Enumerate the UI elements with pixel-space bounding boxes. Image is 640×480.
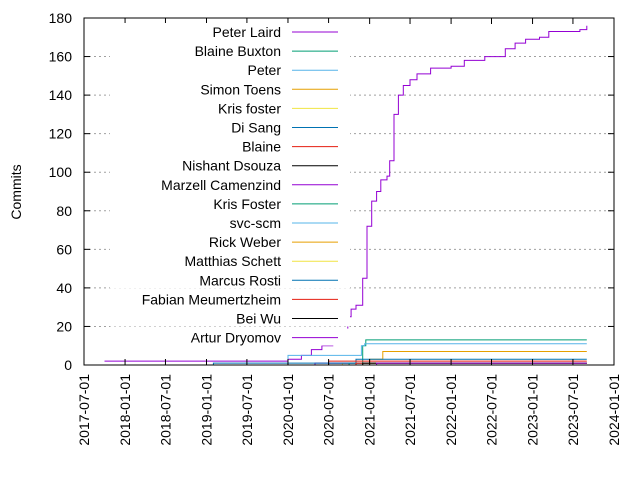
legend-label: Peter — [248, 62, 282, 78]
series-line — [281, 343, 587, 366]
legend-background — [110, 214, 350, 231]
legend-background — [110, 252, 350, 270]
legend-label: Di Sang — [231, 120, 281, 136]
x-tick-label: 2024-01-01 — [606, 374, 622, 446]
legend-label: Kris Foster — [213, 196, 281, 212]
legend-label: Blaine Buxton — [195, 43, 281, 59]
x-tick-label: 2021-07-01 — [402, 374, 418, 446]
x-tick-label: 2023-07-01 — [565, 374, 581, 446]
legend-label: Simon Toens — [200, 81, 281, 97]
legend-label: svc-scm — [230, 215, 281, 231]
x-tick-label: 2018-01-01 — [117, 374, 133, 446]
y-tick-label: 60 — [56, 241, 72, 257]
x-tick-label: 2019-01-01 — [199, 374, 215, 446]
legend-background — [110, 118, 350, 136]
x-tick-label: 2020-01-01 — [280, 374, 296, 446]
legend-label: Marcus Rosti — [199, 272, 281, 288]
legend-label: Peter Laird — [213, 24, 281, 40]
y-axis-label: Commits — [8, 164, 24, 219]
legend-background — [110, 233, 350, 251]
plot-frame — [83, 17, 615, 366]
legend-background — [110, 290, 350, 308]
series-line — [349, 358, 587, 366]
legend-background — [110, 137, 350, 155]
y-tick-label: 100 — [49, 164, 73, 180]
legend-label: Bei Wu — [236, 311, 281, 327]
legend-label: Fabian Meumertzheim — [142, 291, 281, 307]
y-tick-label: 180 — [49, 10, 73, 26]
y-tick-label: 80 — [56, 203, 72, 219]
y-tick-label: 120 — [49, 126, 73, 142]
legend-background — [110, 61, 350, 79]
legend-background — [110, 194, 350, 212]
legend-background — [110, 175, 350, 193]
y-tick-label: 0 — [64, 357, 72, 373]
x-tick-label: 2022-07-01 — [483, 374, 499, 446]
legend-background — [110, 99, 350, 117]
x-tick-label: 2020-07-01 — [321, 374, 337, 446]
x-tick-label: 2023-01-01 — [525, 374, 541, 446]
legend-background — [110, 156, 350, 174]
x-tick-label: 2022-01-01 — [443, 374, 459, 446]
legend-label: Matthias Schett — [185, 253, 282, 269]
legend-background — [110, 23, 350, 40]
legend-background — [110, 328, 350, 346]
x-tick-label: 2021-01-01 — [362, 374, 378, 446]
y-tick-label: 20 — [56, 318, 72, 334]
y-tick-label: 160 — [49, 49, 73, 65]
axis-ticks: 0 20 40 60 80 100 120 140 160 180 2017-07-01 2018-0… — [49, 10, 622, 446]
x-tick-label: 2017-07-01 — [76, 374, 92, 446]
legend-background — [110, 42, 350, 60]
x-tick-label: 2019-07-01 — [239, 374, 255, 446]
legend-label: Rick Weber — [209, 234, 281, 250]
legend: Peter Laird Blaine Buxton Peter Simon Toens… — [110, 23, 350, 346]
legend-label: Blaine — [242, 139, 281, 155]
legend-label: Artur Dryomov — [191, 330, 281, 346]
legend-label: Kris foster — [218, 100, 281, 116]
legend-background — [110, 309, 350, 327]
legend-label: Marzell Camenzind — [161, 177, 281, 193]
y-tick-label: 140 — [49, 87, 73, 103]
legend-background — [110, 80, 350, 98]
legend-label: Nishant Dsouza — [182, 158, 281, 174]
legend-background — [110, 271, 350, 289]
x-tick-label: 2018-07-01 — [157, 374, 173, 446]
y-tick-label: 40 — [56, 280, 72, 296]
